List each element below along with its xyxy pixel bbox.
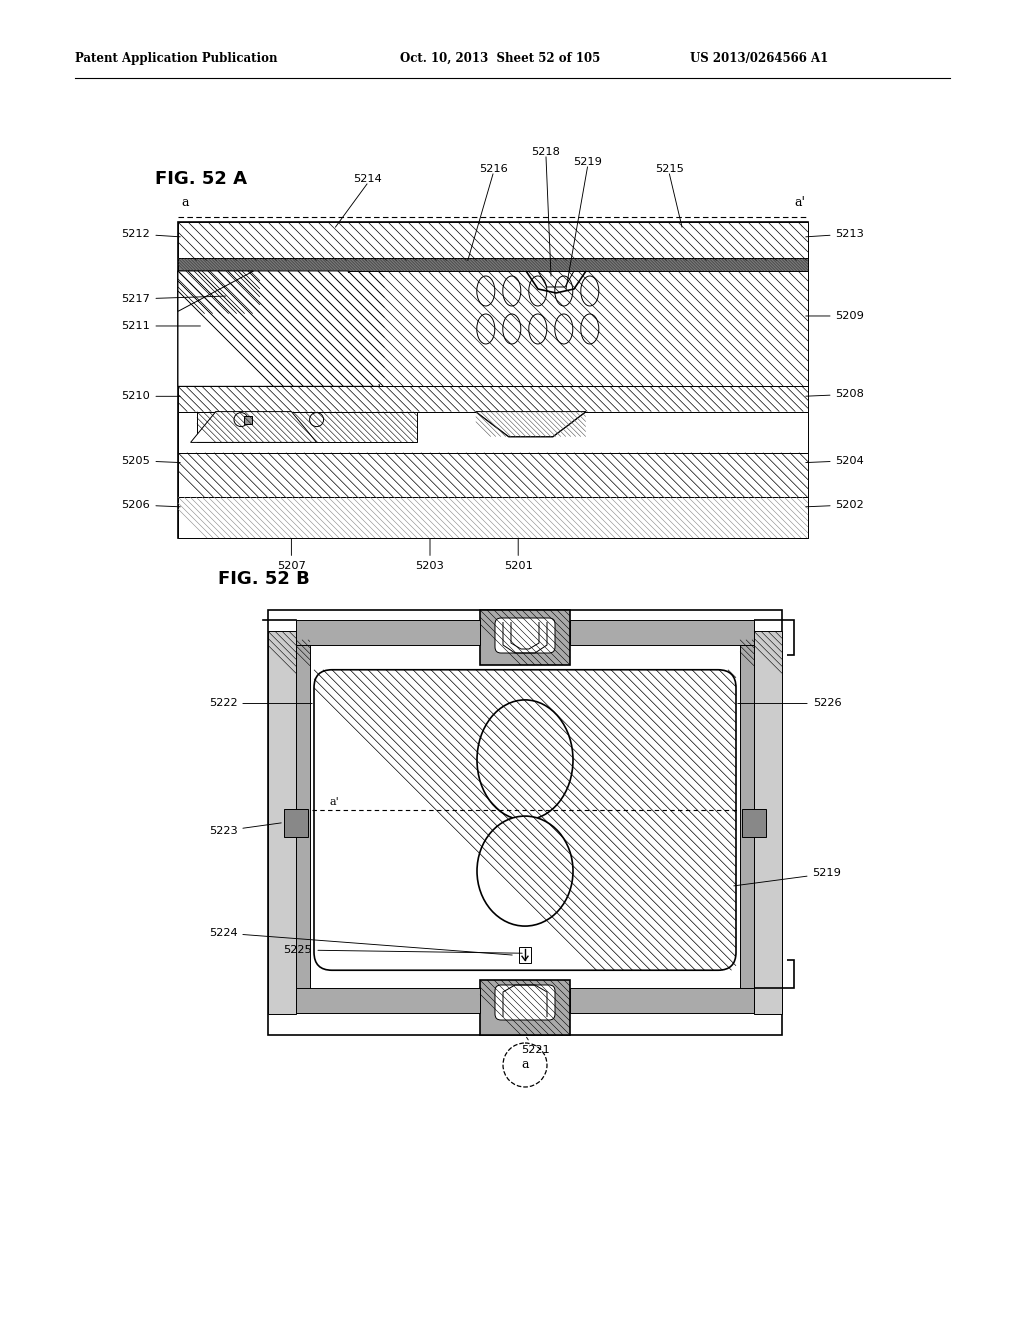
Text: 5209: 5209	[806, 312, 864, 321]
Bar	[268, 631, 296, 1014]
Text: 5211: 5211	[122, 321, 201, 331]
Bar	[480, 979, 570, 1035]
Bar	[754, 631, 782, 1014]
Bar	[284, 808, 308, 837]
Text: 5225: 5225	[284, 945, 522, 954]
Ellipse shape	[477, 700, 573, 820]
Text: 5215: 5215	[655, 164, 684, 174]
Text: a: a	[521, 1059, 528, 1072]
Bar	[178, 271, 808, 387]
Circle shape	[234, 413, 248, 426]
Text: a': a'	[329, 797, 339, 807]
Ellipse shape	[477, 816, 573, 927]
Bar	[260, 273, 468, 384]
Bar	[244, 416, 252, 424]
Text: Patent Application Publication: Patent Application Publication	[75, 51, 278, 65]
Ellipse shape	[581, 314, 599, 345]
Text: 5201: 5201	[504, 539, 532, 572]
Text: a: a	[181, 195, 188, 209]
Polygon shape	[181, 275, 368, 383]
Text: 5219: 5219	[573, 157, 602, 168]
Text: 5221: 5221	[520, 1038, 549, 1055]
Text: 5214: 5214	[352, 174, 381, 183]
Ellipse shape	[477, 314, 495, 345]
Ellipse shape	[555, 276, 572, 306]
Text: a': a'	[794, 195, 805, 209]
Text: 5223: 5223	[209, 822, 282, 836]
Text: 5204: 5204	[806, 455, 864, 466]
FancyBboxPatch shape	[314, 669, 736, 970]
Ellipse shape	[555, 314, 572, 345]
Text: 5224: 5224	[209, 928, 512, 956]
Text: 5213: 5213	[806, 228, 864, 239]
Bar	[197, 412, 418, 442]
Bar	[178, 496, 808, 539]
Text: Oct. 10, 2013  Sheet 52 of 105: Oct. 10, 2013 Sheet 52 of 105	[400, 51, 600, 65]
Bar	[296, 640, 754, 1006]
Text: 5208: 5208	[806, 389, 864, 400]
Text: FIG. 52 B: FIG. 52 B	[218, 570, 309, 587]
Bar	[742, 808, 766, 837]
Circle shape	[309, 413, 324, 426]
Text: 5202: 5202	[806, 500, 864, 510]
Polygon shape	[178, 271, 254, 312]
Bar	[268, 610, 782, 1035]
Bar	[296, 640, 310, 1006]
Text: 5205: 5205	[122, 455, 180, 466]
Bar	[178, 259, 808, 271]
Bar	[178, 222, 808, 260]
Bar	[178, 387, 808, 412]
Ellipse shape	[503, 276, 521, 306]
Text: FIG. 52 A: FIG. 52 A	[155, 170, 247, 187]
Polygon shape	[190, 412, 316, 442]
FancyBboxPatch shape	[495, 618, 555, 653]
Polygon shape	[178, 271, 380, 387]
Ellipse shape	[477, 276, 495, 306]
Ellipse shape	[581, 276, 599, 306]
Text: 5206: 5206	[122, 500, 180, 510]
Text: 5226: 5226	[737, 698, 842, 709]
Ellipse shape	[503, 314, 521, 345]
Bar	[296, 987, 480, 1012]
Bar	[570, 620, 754, 645]
Bar	[178, 412, 808, 453]
Bar	[178, 453, 808, 496]
Text: 5217: 5217	[122, 294, 225, 304]
FancyBboxPatch shape	[495, 985, 555, 1020]
Text: 5203: 5203	[416, 539, 444, 572]
Text: 5219: 5219	[734, 869, 842, 886]
Bar	[740, 640, 754, 1006]
Text: 5216: 5216	[478, 164, 507, 174]
Bar	[296, 620, 480, 645]
Bar	[570, 987, 754, 1012]
Text: US 2013/0264566 A1: US 2013/0264566 A1	[690, 51, 828, 65]
Polygon shape	[476, 412, 586, 437]
Bar	[480, 610, 570, 665]
Text: 5207: 5207	[276, 539, 306, 572]
Ellipse shape	[528, 276, 547, 306]
Ellipse shape	[528, 314, 547, 345]
Text: 5222: 5222	[209, 698, 312, 709]
Bar	[178, 222, 808, 539]
Bar	[519, 948, 531, 964]
Text: 5210: 5210	[122, 391, 180, 401]
Text: 5218: 5218	[531, 147, 560, 157]
Text: 5212: 5212	[122, 228, 180, 239]
